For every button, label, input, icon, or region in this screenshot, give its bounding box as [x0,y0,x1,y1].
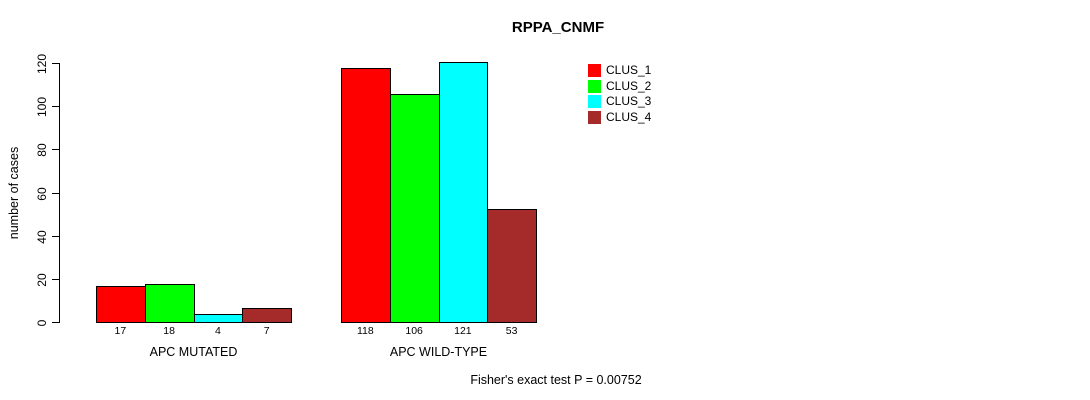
y-axis-tick [52,322,60,323]
y-axis-tick-label: 100 [35,96,49,118]
legend-label: CLUS_4 [606,109,652,124]
legend-item: CLUS_3 [588,95,651,108]
bar-clus_3-apc-mutated [193,314,244,323]
legend-swatch-clus_3 [588,95,601,108]
bar-clus_2-apc-mutated [144,284,195,323]
chart-title: RPPA_CNMF [511,19,605,36]
legend-label: CLUS_3 [606,94,652,108]
legend-swatch-clus_4 [588,110,601,124]
bar-value-label: 7 [263,325,270,337]
y-axis-tick-label: 60 [35,187,49,201]
x-category-label: APC WILD-TYPE [389,345,488,359]
legend-label: CLUS_2 [606,78,652,93]
y-axis-tick [52,193,60,194]
y-axis-tick [52,63,60,64]
y-axis-tick-label: 20 [35,273,49,287]
x-category-label: APC MUTATED [149,345,238,359]
y-axis-tick-label: 80 [35,143,49,157]
y-axis-tick-label: 0 [35,319,49,327]
y-axis-tick-label: 120 [35,53,49,75]
bar-clus_1-apc-mutated [96,286,146,323]
y-axis-tick-label: 40 [35,230,49,244]
legend-item: CLUS_4 [588,109,652,124]
y-axis-tick [52,106,60,107]
legend-item: CLUS_2 [588,78,652,93]
bar-value-label: 121 [454,325,472,337]
bar-clus_2-apc-wild-type [389,94,440,323]
bar-value-label: 118 [357,325,374,337]
bar-value-label: 4 [214,325,221,337]
legend-item: CLUS_1 [588,64,651,77]
bar-value-label: 17 [114,325,127,337]
legend-label: CLUS_1 [606,63,652,77]
y-axis-label: number of cases [7,146,21,240]
legend: CLUS_1 CLUS_2 CLUS_3 CLUS_4 [588,64,651,124]
bar-value-label: 53 [505,325,518,337]
y-axis-tick [52,279,60,280]
bar-clus_3-apc-wild-type [438,61,489,323]
bar-clus_4-apc-wild-type [487,208,537,323]
bar-value-label: 106 [405,325,423,337]
stat-annotation: Fisher's exact test P = 0.00752 [470,373,642,387]
bar-value-label: 18 [163,325,175,337]
legend-swatch-clus_2 [588,79,601,93]
bar-clus_1-apc-wild-type [341,68,391,323]
y-axis-tick [52,236,60,237]
bar-clus_4-apc-mutated [242,307,292,323]
legend-swatch-clus_1 [588,64,601,77]
y-axis-tick [52,149,60,150]
